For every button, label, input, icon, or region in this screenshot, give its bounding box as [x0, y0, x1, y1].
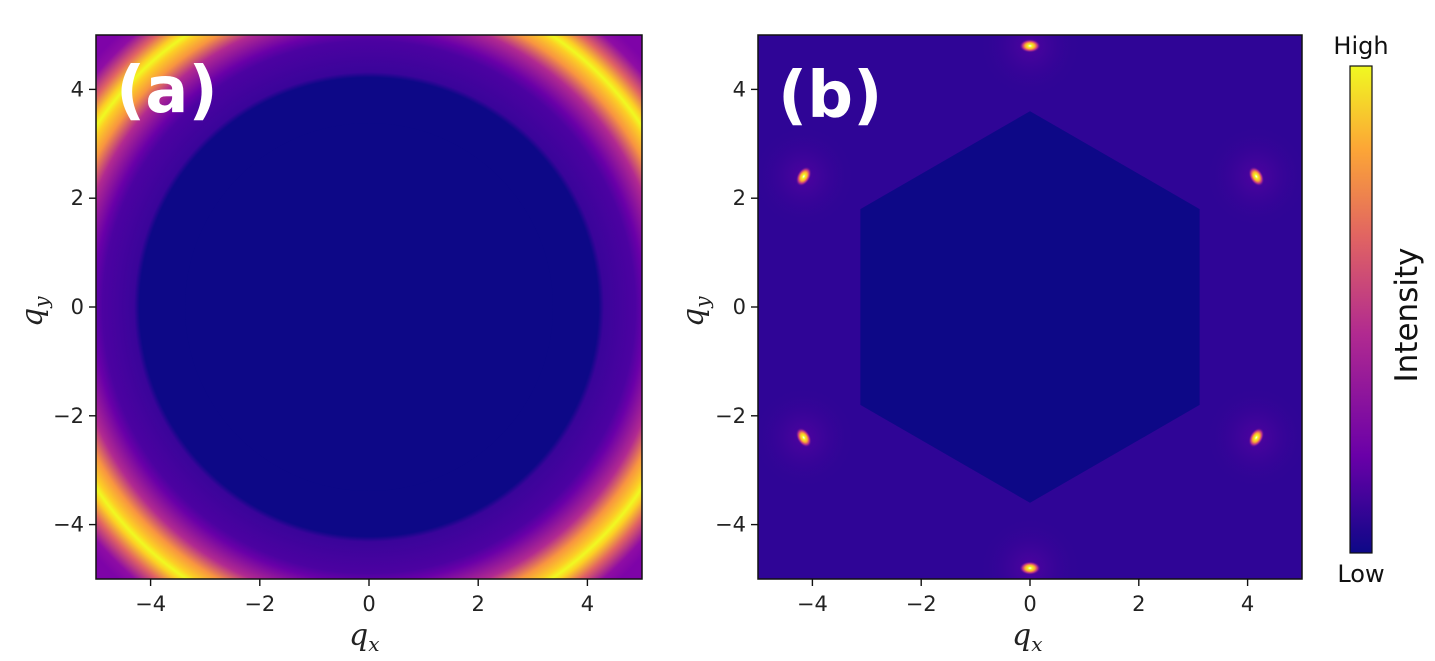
colorbar-low-label: Low	[1337, 560, 1384, 588]
colorbar: High Low Intensity	[1333, 32, 1425, 588]
bragg-peak	[1248, 166, 1265, 187]
inner-dark-region	[185, 123, 553, 491]
y-tick-label: 0	[71, 295, 84, 319]
x-tick-label: 0	[362, 592, 375, 616]
y-axis-label-b: qy	[676, 296, 714, 327]
x-axis-label-b: qx	[1012, 618, 1043, 656]
bragg-peak	[795, 166, 812, 187]
ticks-b: −4 −2 0 2 4 −4 −2 0 2 4	[715, 77, 1254, 616]
ticks-a: −4 −2 0 2 4 −4 −2 0 2 4	[53, 77, 594, 616]
panel-label-a: (a)	[116, 54, 218, 128]
bragg-peak	[1019, 561, 1041, 576]
colorbar-gradient	[1349, 65, 1373, 554]
bragg-peak-halo	[975, 513, 1085, 579]
y-tick-label: 4	[733, 77, 746, 101]
x-tick-label: 4	[1241, 592, 1254, 616]
panel-label-b: (b)	[778, 59, 882, 133]
bragg-peak-halo	[975, 35, 1085, 101]
y-tick-label: −4	[53, 513, 84, 537]
bragg-peaks	[758, 35, 1302, 579]
x-axis-label-a: qx	[349, 618, 380, 656]
y-tick-label: 0	[733, 295, 746, 319]
x-tick-label: −4	[135, 592, 166, 616]
panel-b: (b) −4 −2 0 2 4 −4 −2 0 2 4 qx qy	[676, 34, 1303, 656]
x-tick-label: −2	[906, 592, 937, 616]
colorbar-title: Intensity	[1389, 248, 1425, 383]
y-tick-label: 2	[733, 186, 746, 210]
y-tick-label: 2	[71, 186, 84, 210]
x-tick-label: 2	[472, 592, 485, 616]
y-tick-label: −2	[715, 404, 746, 428]
bragg-peak	[795, 427, 812, 448]
inner-dark-hexagon	[860, 111, 1200, 503]
x-tick-label: 2	[1132, 592, 1145, 616]
y-tick-label: 4	[71, 77, 84, 101]
y-tick-label: −4	[715, 513, 746, 537]
x-tick-label: 0	[1023, 592, 1036, 616]
x-tick-label: 4	[581, 592, 594, 616]
panel-a: (a) −4 −2 0 2 4 −4 −2 0 2 4 qx qy	[15, 34, 643, 656]
colorbar-high-label: High	[1333, 32, 1388, 60]
y-axis-label-a: qy	[15, 296, 53, 327]
y-tick-label: −2	[53, 404, 84, 428]
bragg-peak	[1019, 38, 1041, 53]
x-tick-label: −2	[244, 592, 275, 616]
bragg-peak	[1248, 427, 1265, 448]
x-tick-label: −4	[797, 592, 828, 616]
